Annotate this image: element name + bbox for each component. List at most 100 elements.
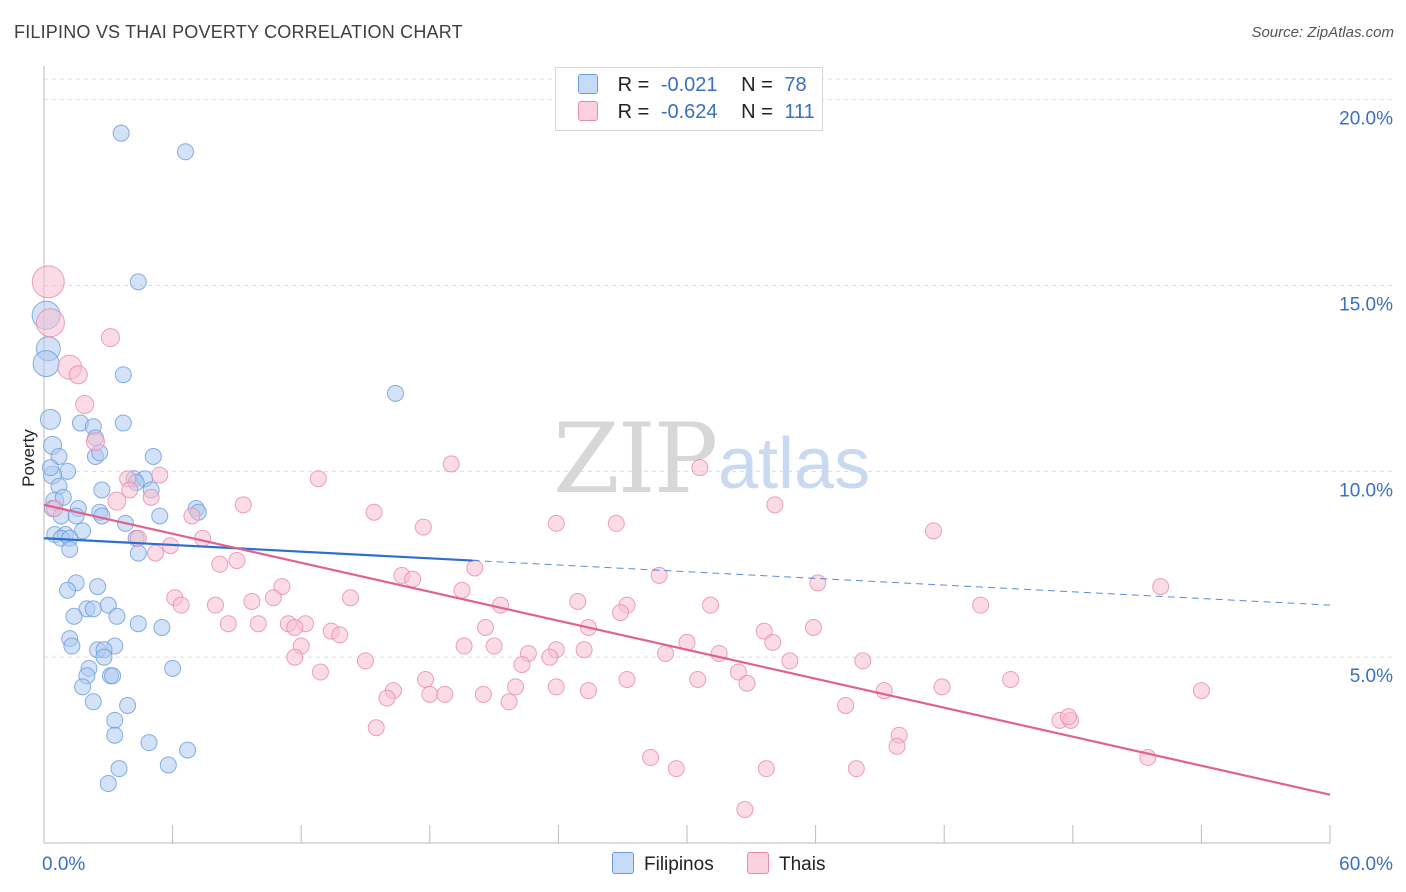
thais-point (85, 432, 105, 452)
thais-point (311, 663, 329, 681)
filipinos-point (61, 540, 79, 558)
filipinos-point (106, 711, 124, 729)
thais-point (436, 685, 454, 703)
x-tick-label: 0.0% (42, 854, 85, 875)
thais-point (933, 678, 951, 696)
thais-point (1192, 682, 1210, 700)
chart-title: FILIPINO VS THAI POVERTY CORRELATION CHA… (14, 22, 463, 42)
filipinos-point (140, 734, 158, 752)
thais-point (107, 491, 127, 511)
thais-point (404, 570, 422, 588)
filipinos-point (119, 696, 137, 714)
thais-point (575, 641, 593, 659)
thais-point (485, 637, 503, 655)
thais-n-label: N = (741, 101, 773, 123)
thais-point (804, 618, 822, 636)
filipinos-point (387, 384, 405, 402)
thais-point (249, 615, 267, 633)
filipinos-point (108, 607, 126, 625)
filipinos-point (84, 600, 102, 618)
stats-row-filipinos: R = -0.021 N = 78 (578, 74, 807, 100)
filipinos-point (89, 578, 107, 596)
filipinos-point (176, 143, 194, 161)
y-tick-label: 20.0% (1339, 109, 1393, 130)
thais-point (667, 760, 685, 778)
stats-box: R = -0.021 N = 78 R = -0.624 N = 111 (555, 67, 823, 131)
thais-point (492, 596, 510, 614)
thais-point (75, 394, 95, 414)
thais-point (219, 615, 237, 633)
legend-filipinos-swatch (612, 852, 634, 874)
thais-point (341, 589, 359, 607)
thais-point (357, 652, 374, 670)
thais-point (442, 455, 460, 473)
thais-point (100, 328, 120, 348)
filipinos-point (74, 678, 92, 696)
filipinos-point (65, 607, 83, 625)
thais-point (691, 459, 709, 477)
thais-point (206, 596, 224, 614)
thais-point (35, 308, 65, 338)
filipinos-point (99, 775, 117, 793)
thais-trend-solid (43, 503, 1331, 796)
labels-layer: 5.0% 10.0% 15.0% 20.0% 0.0% 60.0% Poverty (19, 109, 1393, 875)
thais-point (1002, 670, 1020, 688)
filipinos-point (104, 667, 122, 685)
thais-point (650, 566, 668, 584)
filipinos-trend-dashed (472, 560, 1331, 606)
thais-point (1060, 708, 1078, 726)
filipinos-r-value: -0.021 (660, 74, 718, 96)
thais-swatch (578, 101, 598, 121)
y-axis-label: Poverty (19, 429, 38, 487)
grid-layer (44, 78, 1392, 658)
thais-r-value: -0.624 (660, 101, 718, 123)
thais-point (417, 670, 435, 688)
filipinos-point (114, 366, 132, 384)
thais-point (924, 522, 942, 540)
thais-point (847, 760, 865, 778)
filipinos-r-label: R = (617, 74, 650, 96)
filipinos-point (164, 659, 182, 677)
filipinos-point (129, 273, 147, 291)
thais-point (367, 719, 385, 737)
thais-point (365, 503, 383, 521)
legend-filipinos-label: Filipinos (644, 854, 714, 875)
thais-point (331, 626, 349, 644)
thais-point (513, 656, 531, 674)
thais-point (547, 678, 565, 696)
thais-point (264, 589, 282, 607)
thais-point (234, 496, 252, 514)
filipinos-point (59, 581, 77, 599)
legend-item-thais[interactable]: Thais (746, 852, 826, 876)
thais-point (781, 652, 799, 670)
thais-point (579, 682, 597, 700)
y-tick-label: 15.0% (1339, 295, 1393, 316)
thais-point (766, 496, 784, 514)
points-layer (31, 124, 1210, 819)
watermark: ZIP atlas (553, 403, 870, 515)
thais-point (1152, 578, 1170, 596)
thais-point (607, 514, 625, 532)
watermark-atlas: atlas (718, 424, 870, 504)
thais-point (764, 633, 782, 651)
filipinos-trend-solid (43, 537, 473, 562)
filipinos-point (59, 462, 77, 480)
legend-thais-label: Thais (778, 854, 826, 875)
thais-point (837, 696, 855, 714)
thais-point (286, 618, 304, 636)
y-tick-label: 10.0% (1339, 480, 1393, 501)
filipinos-point (41, 459, 59, 477)
thais-point (474, 685, 492, 703)
filipinos-n-value: 78 (784, 74, 807, 96)
thais-point (172, 596, 190, 614)
thais-point (854, 652, 872, 670)
filipinos-point (95, 648, 113, 666)
filipinos-n-label: N = (741, 74, 773, 96)
x-tick-label: 60.0% (1339, 854, 1393, 875)
filipinos-point (39, 408, 61, 430)
thais-r-label: R = (617, 101, 650, 123)
thais-point (453, 581, 471, 599)
filipinos-point (84, 693, 102, 711)
filipinos-point (151, 507, 169, 525)
legend-item-filipinos[interactable]: Filipinos (612, 852, 714, 876)
